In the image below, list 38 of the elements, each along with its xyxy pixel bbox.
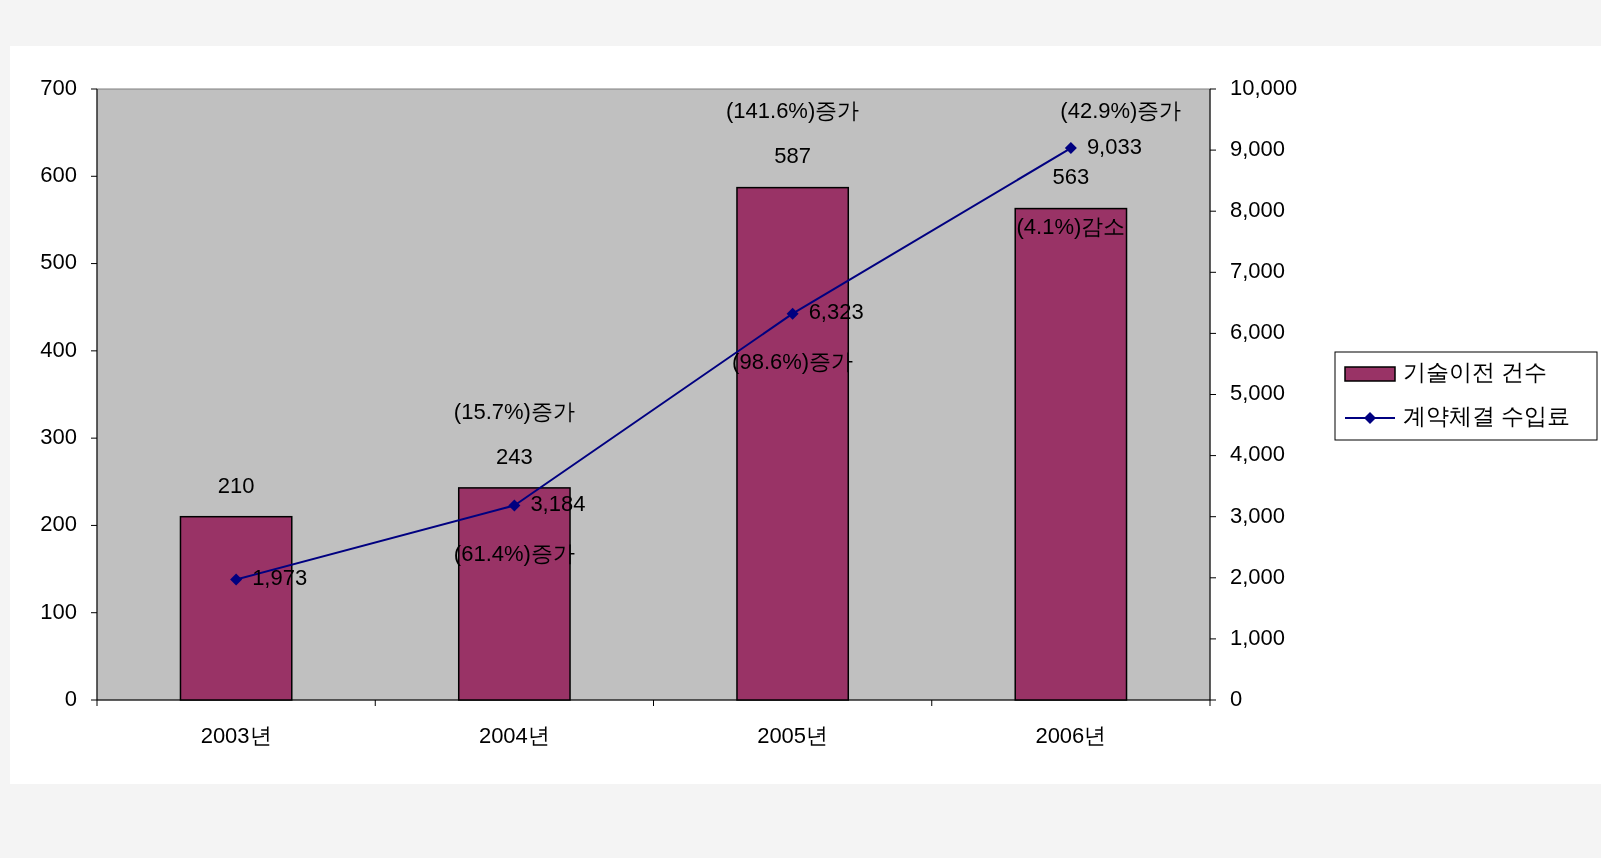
- point: [786, 307, 799, 320]
- x-tick-label: 2005년: [757, 722, 829, 748]
- y2-tick-label: 3,000: [1230, 502, 1286, 528]
- annotation: (42.9%)증가: [1060, 97, 1182, 123]
- legend-label: 계약체결 수입료: [1403, 403, 1571, 430]
- y-tick-label: 100: [40, 598, 77, 624]
- legend-label: 기술이전 건수: [1403, 359, 1548, 386]
- y2-tick-label: 9,000: [1230, 135, 1286, 161]
- y-tick-label: 200: [40, 511, 77, 537]
- y2-tick-label: 5,000: [1230, 380, 1286, 406]
- y-tick-label: 700: [40, 74, 77, 100]
- y2-tick-label: 4,000: [1230, 441, 1286, 467]
- y-tick-label: 400: [40, 336, 77, 362]
- x-tick-label: 2003년: [200, 722, 272, 748]
- y-tick-label: 600: [40, 162, 77, 188]
- point: [508, 499, 521, 512]
- y-tick-label: 300: [40, 423, 77, 449]
- y2-tick-label: 8,000: [1230, 197, 1286, 223]
- x-tick-label: 2006년: [1035, 722, 1107, 748]
- y2-tick-label: 0: [1230, 685, 1243, 711]
- annotation: (4.1%)감소: [1016, 214, 1126, 240]
- point: [1064, 142, 1077, 155]
- annotation: (141.6%)증가: [725, 98, 860, 124]
- data-label: 243: [496, 443, 533, 469]
- data-label: 563: [1052, 164, 1090, 190]
- point: [230, 573, 243, 586]
- y2-tick-label: 2,000: [1230, 563, 1286, 589]
- data-label: 9,033: [1086, 133, 1142, 159]
- y2-tick-label: 7,000: [1230, 258, 1286, 284]
- data-label: 210: [217, 472, 255, 498]
- annotation: (15.7%)증가: [453, 398, 575, 424]
- data-label: 587: [774, 143, 811, 169]
- x-tick-label: 2004년: [478, 722, 550, 748]
- y2-tick-label: 10,000: [1230, 74, 1298, 100]
- y-tick-label: 500: [40, 249, 77, 275]
- y2-tick-label: 1,000: [1230, 624, 1286, 650]
- y2-tick-label: 6,000: [1230, 319, 1286, 345]
- y-tick-label: 0: [64, 685, 77, 711]
